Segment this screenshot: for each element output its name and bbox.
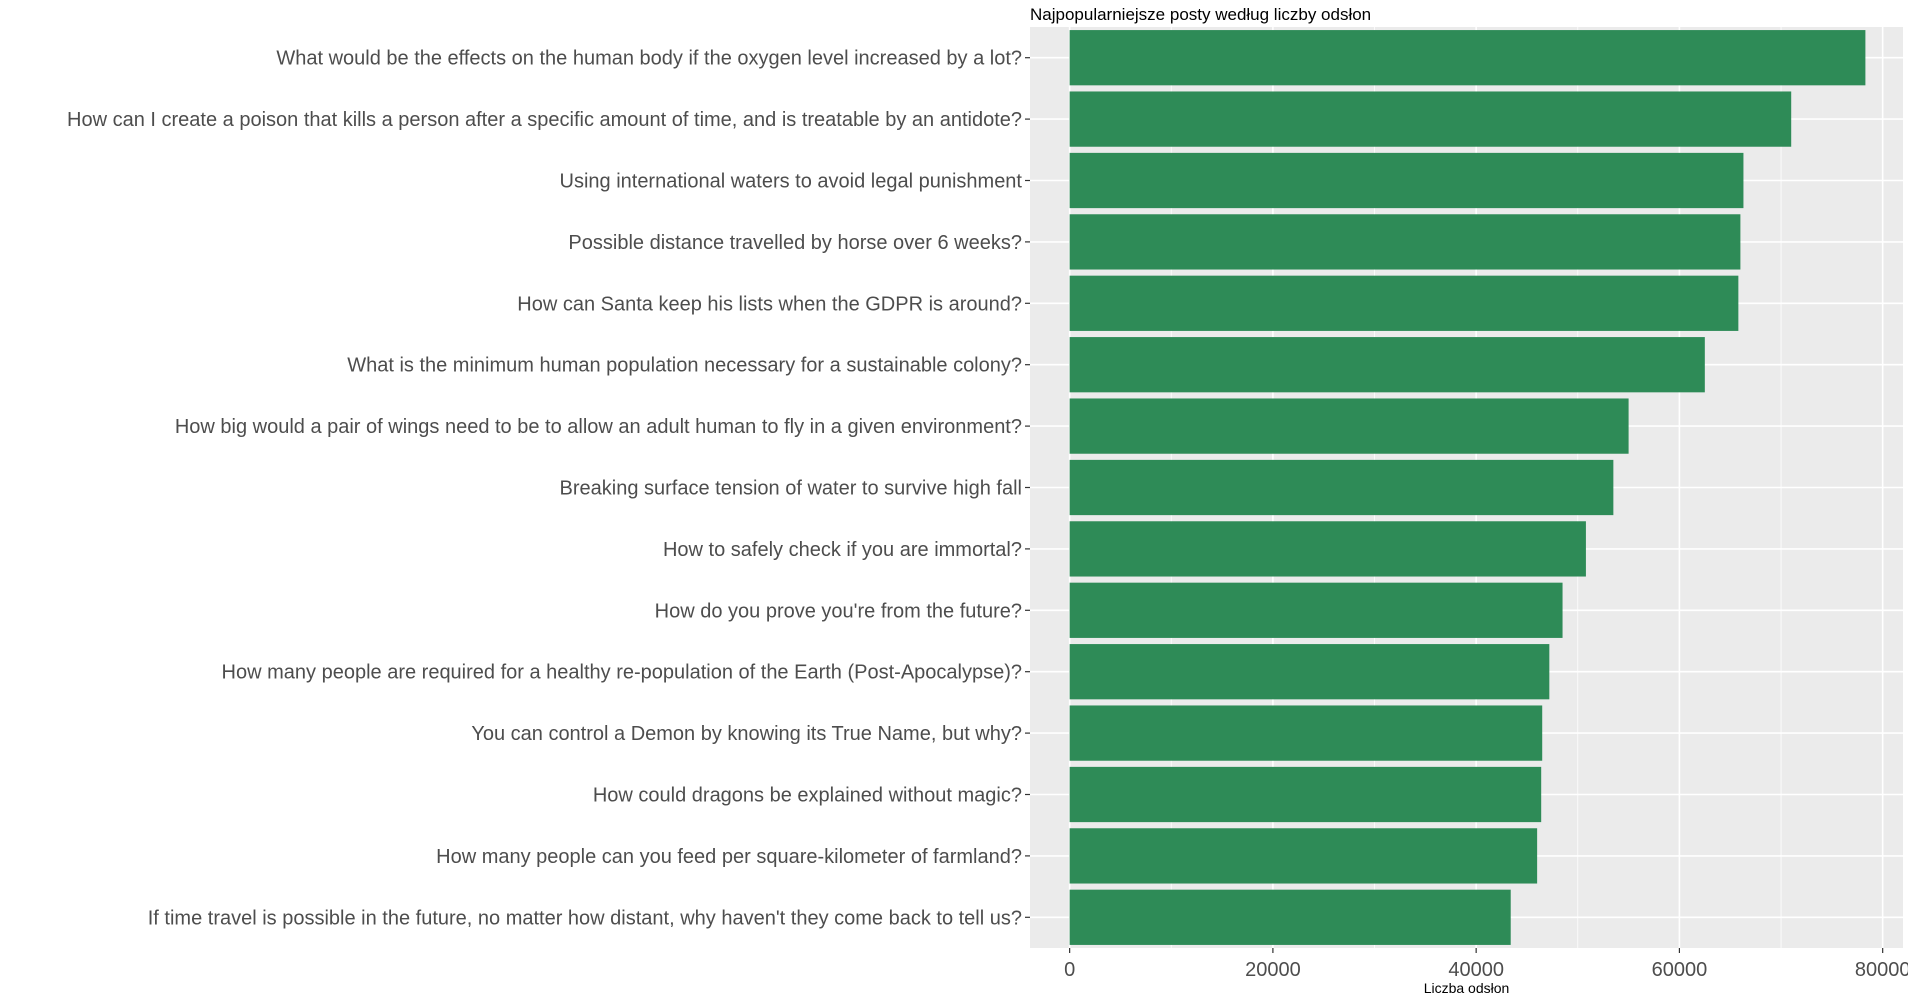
bar [1069,337,1705,393]
category-label: Using international waters to avoid lega… [560,171,1023,193]
bar [1069,459,1614,516]
category-label: How can I create a poison that kills a p… [67,109,1022,131]
bar [1069,644,1550,700]
category-label: How can Santa keep his lists when the GD… [517,293,1022,315]
chart-title: Najpopularniejsze posty według liczby od… [1030,5,1371,24]
category-label: Breaking surface tension of water to sur… [560,478,1022,500]
bar [1069,766,1542,823]
bar [1069,30,1866,86]
bar [1069,214,1741,270]
bar [1069,521,1586,577]
x-tick-label: 20000 [1245,959,1301,981]
x-tick-label: 60000 [1652,959,1708,981]
category-label: How many people are required for a healt… [222,662,1022,684]
category-label: How to safely check if you are immortal? [663,539,1022,561]
bar [1069,828,1538,884]
x-tick-label: 40000 [1448,959,1504,981]
bar [1069,152,1744,209]
x-tick-label: 80000 [1855,959,1908,981]
category-label: What is the minimum human population nec… [347,355,1022,377]
x-axis-title: Liczba odsłon [1424,980,1510,996]
category-label: How do you prove you're from the future? [655,600,1022,622]
bar [1069,91,1792,147]
x-tick-label: 0 [1064,959,1075,981]
category-label: Possible distance travelled by horse ove… [568,232,1022,254]
category-label: If time travel is possible in the future… [148,907,1022,929]
category-label: How many people can you feed per square-… [436,846,1022,868]
bar [1069,398,1629,454]
bar [1069,582,1563,638]
bar [1069,275,1739,331]
category-label: What would be the effects on the human b… [276,48,1022,70]
bar [1069,705,1543,761]
category-label: How could dragons be explained without m… [593,785,1022,807]
category-label: You can control a Demon by knowing its T… [471,723,1022,745]
category-label: How big would a pair of wings need to be… [175,416,1022,438]
bar [1069,889,1511,945]
